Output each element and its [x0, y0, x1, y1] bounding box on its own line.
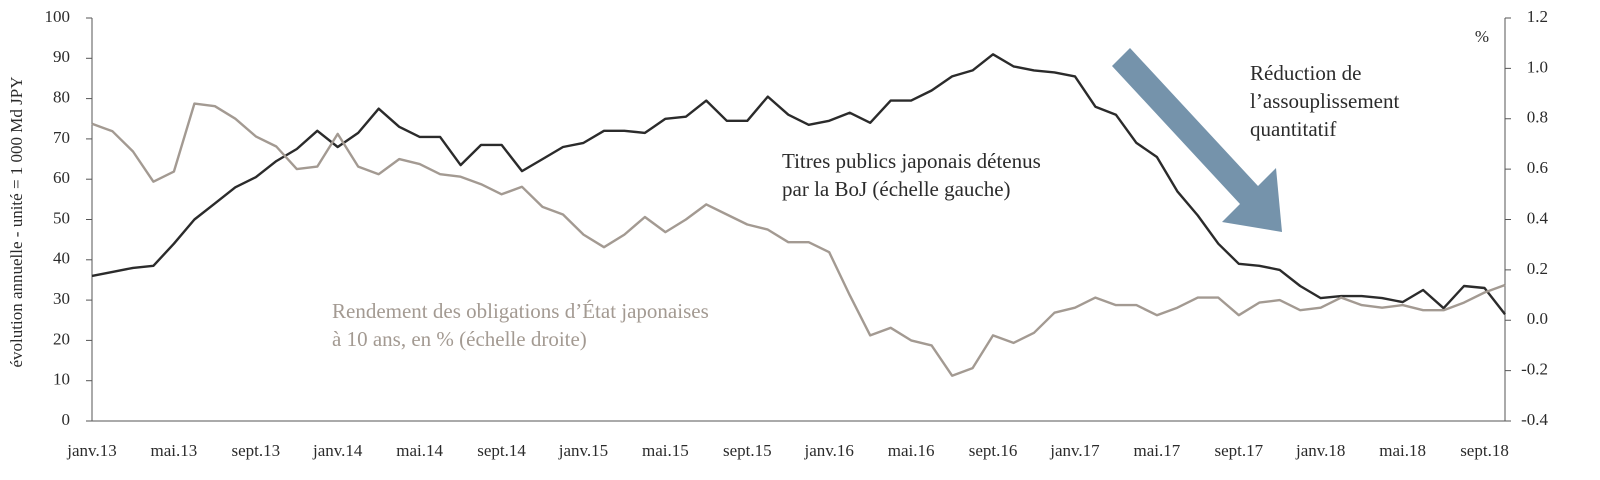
y2-tick-label: -0.2	[1521, 360, 1548, 379]
y-tick-label: 60	[53, 168, 70, 187]
y-tick-label: 50	[53, 208, 70, 227]
x-tick-label: mai.18	[1379, 441, 1426, 460]
x-tick-label: mai.17	[1133, 441, 1180, 460]
x-tick-label: mai.15	[642, 441, 689, 460]
annotation: l’assouplissement	[1250, 89, 1399, 113]
y2-tick-label: -0.4	[1521, 410, 1548, 429]
x-tick-label: janv.13	[66, 441, 116, 460]
x-tick-label: sept.13	[232, 441, 281, 460]
y-axis-label: évolution annuelle - unité = 1 000 Md JP…	[7, 76, 26, 367]
x-tick-label: sept.16	[969, 441, 1018, 460]
annotation: Titres publics japonais détenus	[782, 149, 1041, 173]
x-tick-label: sept.17	[1214, 441, 1263, 460]
y2-tick-label: 0.4	[1527, 208, 1549, 227]
annotation: Rendement des obligations d’État japonai…	[332, 299, 709, 323]
y2-axis-label: %	[1475, 27, 1489, 46]
x-tick-label: sept.18	[1460, 441, 1509, 460]
y2-tick-label: 1.0	[1527, 57, 1548, 76]
x-tick-label: janv.18	[1295, 441, 1345, 460]
x-tick-label: mai.14	[396, 441, 443, 460]
x-tick-label: mai.13	[151, 441, 198, 460]
y-tick-label: 10	[53, 370, 70, 389]
y2-tick-label: 0.0	[1527, 309, 1548, 328]
y2-tick-label: 0.2	[1527, 259, 1548, 278]
series-line	[91, 53, 1506, 315]
x-tick-label: janv.15	[558, 441, 608, 460]
y-tick-label: 90	[53, 47, 70, 66]
annotation: Réduction de	[1250, 61, 1361, 85]
y-tick-label: 20	[53, 329, 70, 348]
annotation: par la BoJ (échelle gauche)	[782, 177, 1011, 201]
x-tick-label: janv.16	[804, 441, 854, 460]
y-tick-label: 100	[45, 7, 71, 26]
y2-tick-label: 0.8	[1527, 108, 1548, 127]
y-tick-label: 70	[53, 128, 70, 147]
x-tick-label: janv.17	[1049, 441, 1100, 460]
annotation: quantitatif	[1250, 117, 1336, 141]
x-tick-label: mai.16	[888, 441, 935, 460]
y2-tick-label: 0.6	[1527, 158, 1548, 177]
y-tick-label: 40	[53, 249, 70, 268]
arrow	[1112, 48, 1282, 232]
y2-tick-label: 1.2	[1527, 7, 1548, 26]
annotation: à 10 ans, en % (échelle droite)	[332, 327, 587, 351]
y-tick-label: 0	[62, 410, 71, 429]
x-tick-label: sept.15	[723, 441, 772, 460]
x-tick-label: sept.14	[477, 441, 526, 460]
x-tick-label: janv.14	[312, 441, 363, 460]
y-tick-label: 80	[53, 88, 70, 107]
series-line	[91, 102, 1506, 377]
y-tick-label: 30	[53, 289, 70, 308]
